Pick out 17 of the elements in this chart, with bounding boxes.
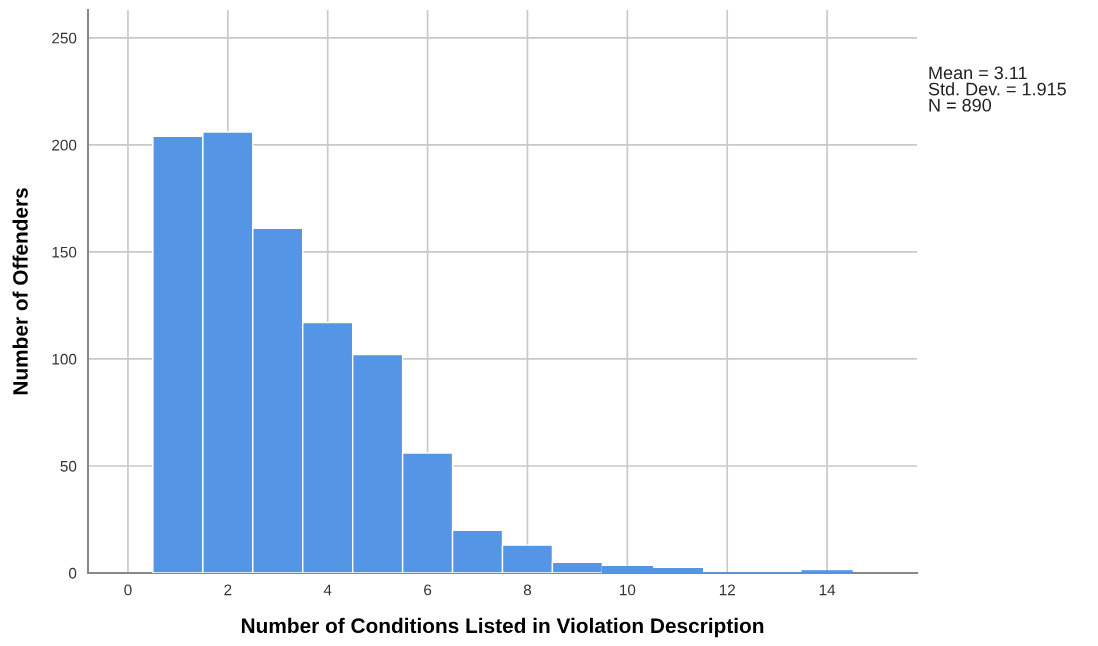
- x-tick-label: 6: [424, 584, 432, 596]
- x-tick-label: 4: [323, 584, 332, 596]
- y-tick-label: 150: [52, 246, 77, 258]
- x-tick-label: 0: [124, 584, 132, 596]
- y-axis-title: Number of Offenders: [12, 188, 28, 395]
- x-axis-title: Number of Conditions Listed in Violation Description: [241, 617, 764, 638]
- y-tick-label: 50: [60, 460, 77, 472]
- x-tick-label: 2: [224, 584, 232, 596]
- x-tick-label: 10: [620, 584, 636, 596]
- y-tick-label: 0: [68, 567, 77, 579]
- text: Mean = 3.11 Std. Dev. = 1.915 N = 890: [928, 66, 1066, 112]
- y-tick-label: 250: [52, 32, 77, 44]
- x-tick-label: 8: [523, 584, 532, 596]
- x-tick-label: 12: [719, 584, 735, 596]
- y-tick-label: 100: [52, 353, 77, 365]
- x-tick-label: 14: [819, 584, 836, 596]
- y-tick-label: 200: [52, 139, 77, 151]
